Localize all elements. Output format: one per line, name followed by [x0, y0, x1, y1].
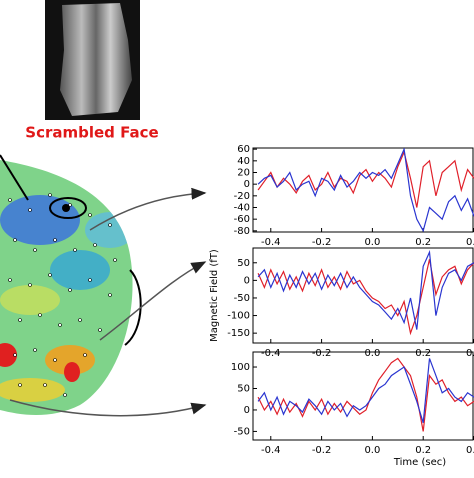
y-tick-label: 0 [244, 275, 250, 286]
y-tick-label: -100 [227, 311, 250, 322]
y-axis-label: Magnetic Field (fT) [209, 249, 220, 342]
series-line [257, 358, 474, 423]
x-tick-label: 0.4 [466, 445, 474, 456]
x-tick-label: -0.4 [261, 237, 281, 248]
y-tick-label: -50 [234, 293, 250, 304]
sensor-dot [62, 204, 70, 212]
x-tick-label: 0.4 [466, 237, 474, 248]
series-line [257, 148, 474, 232]
y-tick-label: -80 [234, 226, 250, 237]
y-tick-label: -150 [227, 328, 250, 339]
y-tick-label: -20 [234, 191, 250, 202]
x-tick-label: -0.4 [261, 445, 281, 456]
x-tick-label: -0.2 [312, 237, 332, 248]
x-tick-label: 0.0 [364, 445, 380, 456]
x-axis-label: Time (sec) [393, 457, 446, 468]
x-tick-label: 0.0 [364, 348, 380, 359]
x-tick-label: 0.2 [415, 445, 431, 456]
x-tick-label: 0.4 [466, 348, 474, 359]
x-tick-label: -0.2 [312, 348, 332, 359]
plot-frame [252, 351, 474, 441]
plot-frame [252, 147, 474, 233]
y-tick-label: 100 [231, 362, 250, 373]
series-line [257, 249, 474, 330]
y-tick-label: 0 [244, 179, 250, 190]
y-tick-label: -50 [234, 426, 250, 437]
y-tick-label: 50 [237, 258, 250, 269]
face-texture [60, 3, 132, 116]
y-tick-label: 20 [237, 168, 250, 179]
y-tick-label: 40 [237, 156, 250, 167]
series-line [257, 357, 474, 432]
x-tick-label: -0.2 [312, 445, 332, 456]
plot-frame [252, 247, 474, 344]
x-tick-label: -0.4 [261, 348, 281, 359]
series-line [257, 150, 474, 208]
series-line [257, 259, 474, 336]
y-tick-label: 50 [237, 383, 250, 394]
x-tick-label: 0.2 [415, 237, 431, 248]
caption: Scrambled Face [25, 124, 158, 142]
y-tick-label: 60 [237, 144, 250, 155]
x-tick-label: 0.2 [415, 348, 431, 359]
y-tick-label: -40 [234, 203, 250, 214]
y-tick-label: -60 [234, 214, 250, 225]
x-tick-label: 0.0 [364, 237, 380, 248]
arrows [9, 187, 207, 417]
y-tick-label: 0 [244, 405, 250, 416]
